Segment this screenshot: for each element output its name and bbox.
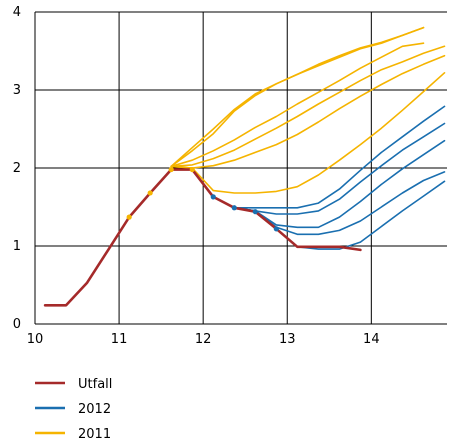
point-marker-2012 xyxy=(231,205,237,211)
series-line-2011-9 xyxy=(170,45,446,168)
point-marker-2012 xyxy=(273,226,279,232)
y-tick-label: 3 xyxy=(13,83,21,98)
x-tick-label: 14 xyxy=(363,332,380,347)
legend-label-2011: 2011 xyxy=(78,427,111,442)
point-marker-2011 xyxy=(147,190,153,196)
point-marker-2011 xyxy=(168,166,174,173)
series-group-2011 xyxy=(170,26,446,194)
point-marker-2011 xyxy=(126,214,132,220)
y-tick-label: 1 xyxy=(13,239,21,254)
legend: Utfall 2012 2011 xyxy=(35,377,112,442)
y-tick-label: 0 xyxy=(13,317,21,332)
grid xyxy=(34,11,447,325)
legend-label-utfall: Utfall xyxy=(78,377,112,392)
series-line-2011-6 xyxy=(170,26,425,168)
point-marker-2011 xyxy=(189,166,195,173)
y-tick-label: 2 xyxy=(13,161,21,176)
legend-label-2012: 2012 xyxy=(78,402,111,417)
markers xyxy=(126,166,279,232)
series-line-2011-8 xyxy=(170,42,425,168)
series-line-2011-10 xyxy=(170,54,446,169)
x-tick-label: 10 xyxy=(27,332,44,347)
x-tick-label: 13 xyxy=(279,332,296,347)
series-line-2011-11 xyxy=(170,72,446,194)
series-line-2012-3 xyxy=(212,139,446,229)
series-group-2012 xyxy=(212,105,446,250)
series-line-2012-5 xyxy=(212,180,446,250)
series-line-2012-1 xyxy=(212,105,446,209)
point-marker-2012 xyxy=(210,194,216,200)
point-marker-2012 xyxy=(252,209,258,215)
x-tick-label: 11 xyxy=(111,332,128,347)
series-line-utfall-0 xyxy=(43,168,362,307)
series-group-utfall xyxy=(43,168,362,307)
y-tick-label: 4 xyxy=(13,5,21,20)
x-tick-label: 12 xyxy=(195,332,212,347)
series-line-2011-7 xyxy=(170,26,425,168)
series-line-2012-4 xyxy=(212,171,446,236)
series-line-2012-2 xyxy=(212,122,446,215)
